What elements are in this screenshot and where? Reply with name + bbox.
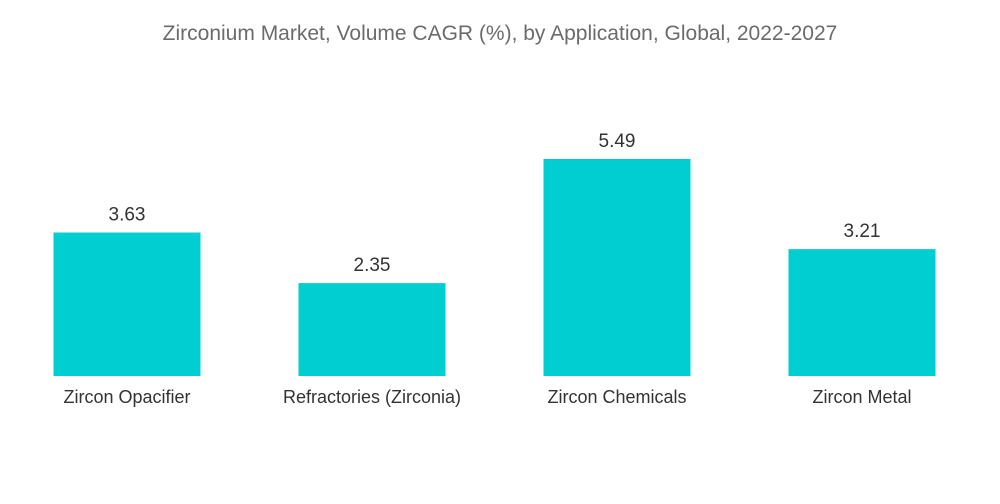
bar-4 [788,249,936,376]
value-label-3: 5.49 [599,131,636,152]
category-label-3: Zircon Chemicals [547,387,686,407]
bar-3 [543,159,691,376]
value-labels-layer: 3.63 2.35 5.49 3.21 [109,131,881,276]
chart-title: Zirconium Market, Volume CAGR (%), by Ap… [163,22,838,45]
category-label-1: Zircon Opacifier [63,387,190,407]
value-label-2: 2.35 [354,255,391,276]
category-label-2: Refractories (Zirconia) [283,387,461,407]
value-label-1: 3.63 [109,205,146,226]
value-label-4: 3.21 [844,221,881,242]
category-label-4: Zircon Metal [812,387,911,407]
category-labels-layer: Zircon Opacifier Refractories (Zirconia) Z… [63,387,911,407]
bar-1 [53,232,201,376]
bar-2 [298,283,446,376]
bars-layer [53,159,936,376]
